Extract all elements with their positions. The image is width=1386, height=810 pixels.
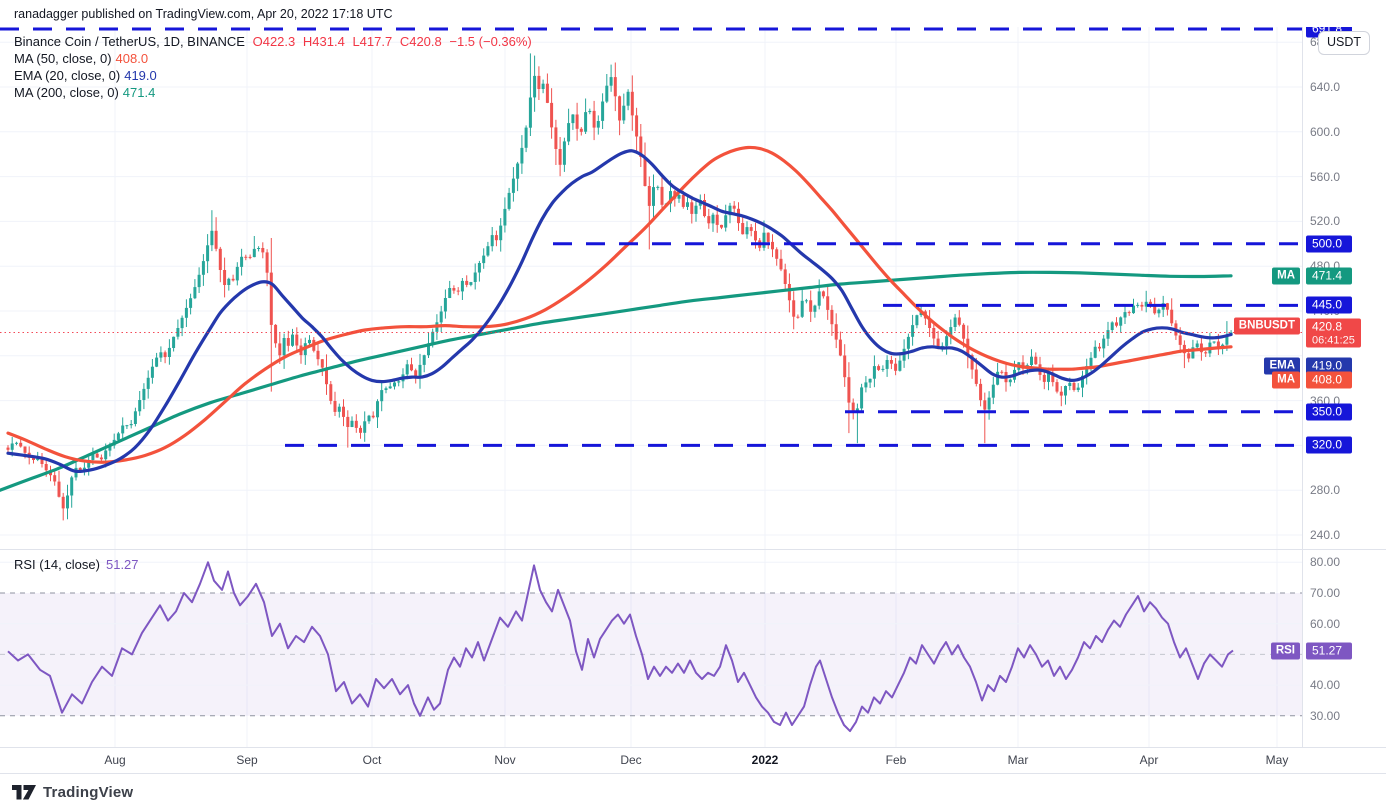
indicator-legend-row[interactable]: MA (50, close, 0) 408.0 xyxy=(14,51,536,67)
price-badge-471.4: 471.4 xyxy=(1306,267,1352,285)
axis-tag-ma: MA xyxy=(1272,371,1300,389)
ohlc-high: H431.4 xyxy=(302,34,345,49)
time-tick-May: May xyxy=(1265,753,1289,767)
price-badge-445.0: 445.0 xyxy=(1306,296,1352,314)
time-tick-Sep: Sep xyxy=(236,753,258,767)
rsi-line[interactable] xyxy=(7,561,1234,733)
tradingview-brand-text: TradingView xyxy=(43,783,134,801)
rsi-tick-label: 80.00 xyxy=(1310,555,1341,570)
price-badge-350.0: 350.0 xyxy=(1306,403,1352,421)
chart-legend[interactable]: Binance Coin / TetherUS, 1D, BINANCE O42… xyxy=(14,34,536,102)
tradingview-logo-icon xyxy=(12,784,36,799)
indicator-value: 419.0 xyxy=(124,68,157,83)
indicator-legend-rows: MA (50, close, 0) 408.0 EMA (20, close, 0)… xyxy=(14,51,536,101)
axis-tag-bnbusdt: BNBUSDT xyxy=(1233,317,1300,334)
indicator-label: MA (200, close, 0) xyxy=(14,85,119,100)
axis-tag-ma: MA xyxy=(1272,267,1300,285)
rsi-value-badge: 51.27 xyxy=(1306,642,1352,659)
indicator-legend-row[interactable]: MA (200, close, 0) 471.4 xyxy=(14,85,536,101)
series-ema20[interactable] xyxy=(6,149,1233,474)
price-badge-419.0: 419.0 xyxy=(1306,357,1352,375)
rsi-tick-label: 30.00 xyxy=(1310,708,1341,723)
price-badge-500.0: 500.0 xyxy=(1306,235,1352,253)
axis-tag-ema: EMA xyxy=(1264,357,1300,375)
series-ma50[interactable] xyxy=(6,145,1233,464)
price-tick-label: 560.0 xyxy=(1310,169,1341,184)
rsi-tick-label: 40.00 xyxy=(1310,678,1341,693)
rsi-tick-label: 60.00 xyxy=(1310,616,1341,631)
time-tick-2022: 2022 xyxy=(751,753,779,767)
rsi-legend-value: 51.27 xyxy=(105,557,139,572)
rsi-legend-label: RSI (14, close) xyxy=(14,557,100,572)
series-ma200[interactable] xyxy=(0,270,1233,492)
ohlc-change: −1.5 (−0.36%) xyxy=(449,34,532,49)
time-tick-Apr: Apr xyxy=(1139,753,1159,767)
price-tick-label: 280.0 xyxy=(1310,483,1341,498)
price-badge-320.0: 320.0 xyxy=(1306,436,1352,454)
time-tick-Oct: Oct xyxy=(362,753,382,767)
indicator-label: EMA (20, close, 0) xyxy=(14,68,121,83)
ohlc-low: L417.7 xyxy=(352,34,393,49)
ohlc-open: O422.3 xyxy=(252,34,296,49)
rsi-tick-label: 70.00 xyxy=(1310,586,1341,600)
indicator-label: MA (50, close, 0) xyxy=(14,51,112,66)
price-scale[interactable]: 680.0640.0600.0560.0520.0480.0440.0360.0… xyxy=(1302,27,1386,772)
indicator-value: 471.4 xyxy=(122,85,156,100)
price-tick-label: 520.0 xyxy=(1310,214,1341,229)
countdown-timer: 06:41:25 xyxy=(1312,334,1355,346)
axis-tag-rsi: RSI xyxy=(1270,642,1300,659)
ohlc-close: C420.8 xyxy=(399,34,442,49)
tradingview-logo-link[interactable]: TradingView xyxy=(12,781,133,803)
currency-unit-button[interactable]: USDT xyxy=(1318,31,1370,55)
time-tick-Nov: Nov xyxy=(494,753,516,767)
indicator-value: 408.0 xyxy=(115,51,149,66)
rsi-legend-row[interactable]: RSI (14, close) 51.27 xyxy=(14,557,139,573)
price-tick-label: 640.0 xyxy=(1310,80,1341,94)
price-badge-408.0: 408.0 xyxy=(1306,371,1352,389)
price-tick-label: 600.0 xyxy=(1310,124,1341,139)
price-tick-label: 240.0 xyxy=(1310,528,1341,542)
publish-info-bar: ranadagger published on TradingView.com,… xyxy=(0,0,1386,27)
indicator-legend-row[interactable]: EMA (20, close, 0) 419.0 xyxy=(14,68,536,84)
time-scale[interactable]: Aug Sep Oct Nov Dec 2022 Feb Mar Apr May xyxy=(0,747,1386,774)
time-tick-Aug: Aug xyxy=(104,753,126,767)
time-tick-Feb: Feb xyxy=(885,753,907,767)
publish-info-text: ranadagger published on TradingView.com,… xyxy=(14,7,393,21)
price-badge-420.8: 420.8 06:41:25 xyxy=(1306,318,1361,347)
symbol-title: Binance Coin / TetherUS, 1D, BINANCE xyxy=(14,34,245,49)
symbol-legend-row[interactable]: Binance Coin / TetherUS, 1D, BINANCE O42… xyxy=(14,34,536,50)
time-tick-Dec: Dec xyxy=(620,753,642,767)
candlestick-series xyxy=(6,53,1233,521)
time-tick-Mar: Mar xyxy=(1007,753,1029,767)
